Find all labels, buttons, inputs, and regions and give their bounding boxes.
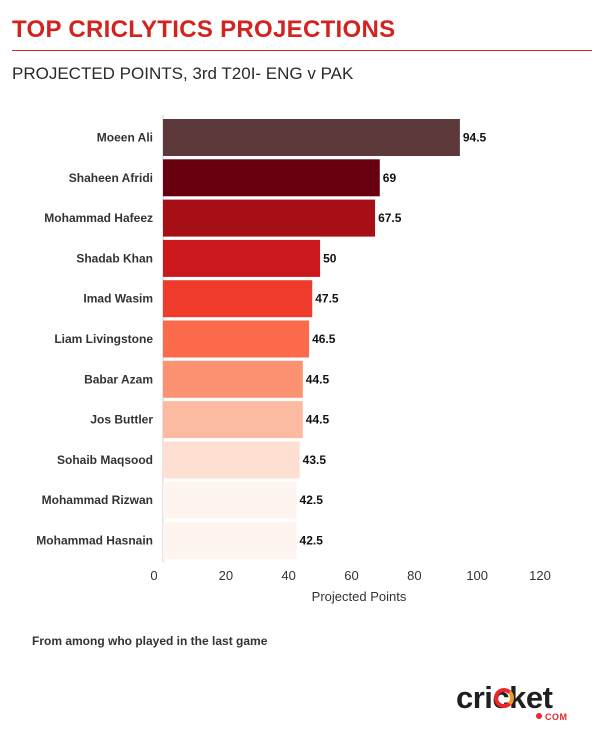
category-label: Jos Buttler <box>90 413 153 427</box>
category-label: Liam Livingstone <box>54 332 153 346</box>
value-label: 46.5 <box>312 332 336 346</box>
x-tick-label: 80 <box>407 568 421 583</box>
x-tick-label: 0 <box>150 568 157 583</box>
bar-7 <box>163 401 303 439</box>
x-tick-label: 40 <box>281 568 295 583</box>
category-label: Mohammad Hasnain <box>36 534 153 548</box>
x-tick-label: 20 <box>219 568 233 583</box>
category-label: Shadab Khan <box>76 251 153 265</box>
x-axis-title: Projected Points <box>312 589 407 604</box>
value-label: 69 <box>383 171 397 185</box>
value-label: 50 <box>323 251 337 265</box>
bar-1 <box>163 159 380 197</box>
value-label: 67.5 <box>378 211 402 225</box>
logo-dot <box>536 713 542 719</box>
value-label: 43.5 <box>303 453 327 467</box>
chart-title: TOP CRICLYTICS PROJECTIONS <box>12 16 396 43</box>
x-tick-label: 120 <box>529 568 551 583</box>
bar-0 <box>163 119 460 156</box>
x-tick-label: 100 <box>466 568 488 583</box>
bar-9 <box>163 481 297 519</box>
footnote: From among who played in the last game <box>32 634 268 648</box>
cricket-ball-icon <box>494 688 514 708</box>
bar-4 <box>163 280 313 318</box>
category-label: Imad Wasim <box>83 292 153 306</box>
x-tick-label: 60 <box>344 568 358 583</box>
bar-3 <box>163 239 321 277</box>
category-label: Babar Azam <box>84 372 153 386</box>
category-label: Moeen Ali <box>97 131 153 145</box>
value-label: 94.5 <box>463 131 487 145</box>
bar-chart: Moeen Ali 94.5 Shaheen Afridi 69 Mohammad Ha… <box>36 115 551 604</box>
category-label: Shaheen Afridi <box>69 171 153 185</box>
value-label: 42.5 <box>300 493 324 507</box>
category-label: Mohammad Rizwan <box>42 493 153 507</box>
title-divider <box>12 50 592 51</box>
category-label: Mohammad Hafeez <box>44 211 153 225</box>
bar-8 <box>163 441 300 479</box>
bar-5 <box>163 320 310 358</box>
value-label: 44.5 <box>306 413 330 427</box>
bar-10 <box>163 522 297 559</box>
bar-6 <box>163 360 303 398</box>
chart-subtitle: PROJECTED POINTS, 3rd T20I- ENG v PAK <box>12 64 354 83</box>
logo-suffix: COM <box>545 712 568 722</box>
value-label: 44.5 <box>306 372 330 386</box>
value-label: 47.5 <box>315 292 339 306</box>
bar-2 <box>163 199 376 237</box>
category-label: Sohaib Maqsood <box>57 453 153 467</box>
cricket-com-logo: cricket COM <box>456 680 586 726</box>
value-label: 42.5 <box>300 534 324 548</box>
